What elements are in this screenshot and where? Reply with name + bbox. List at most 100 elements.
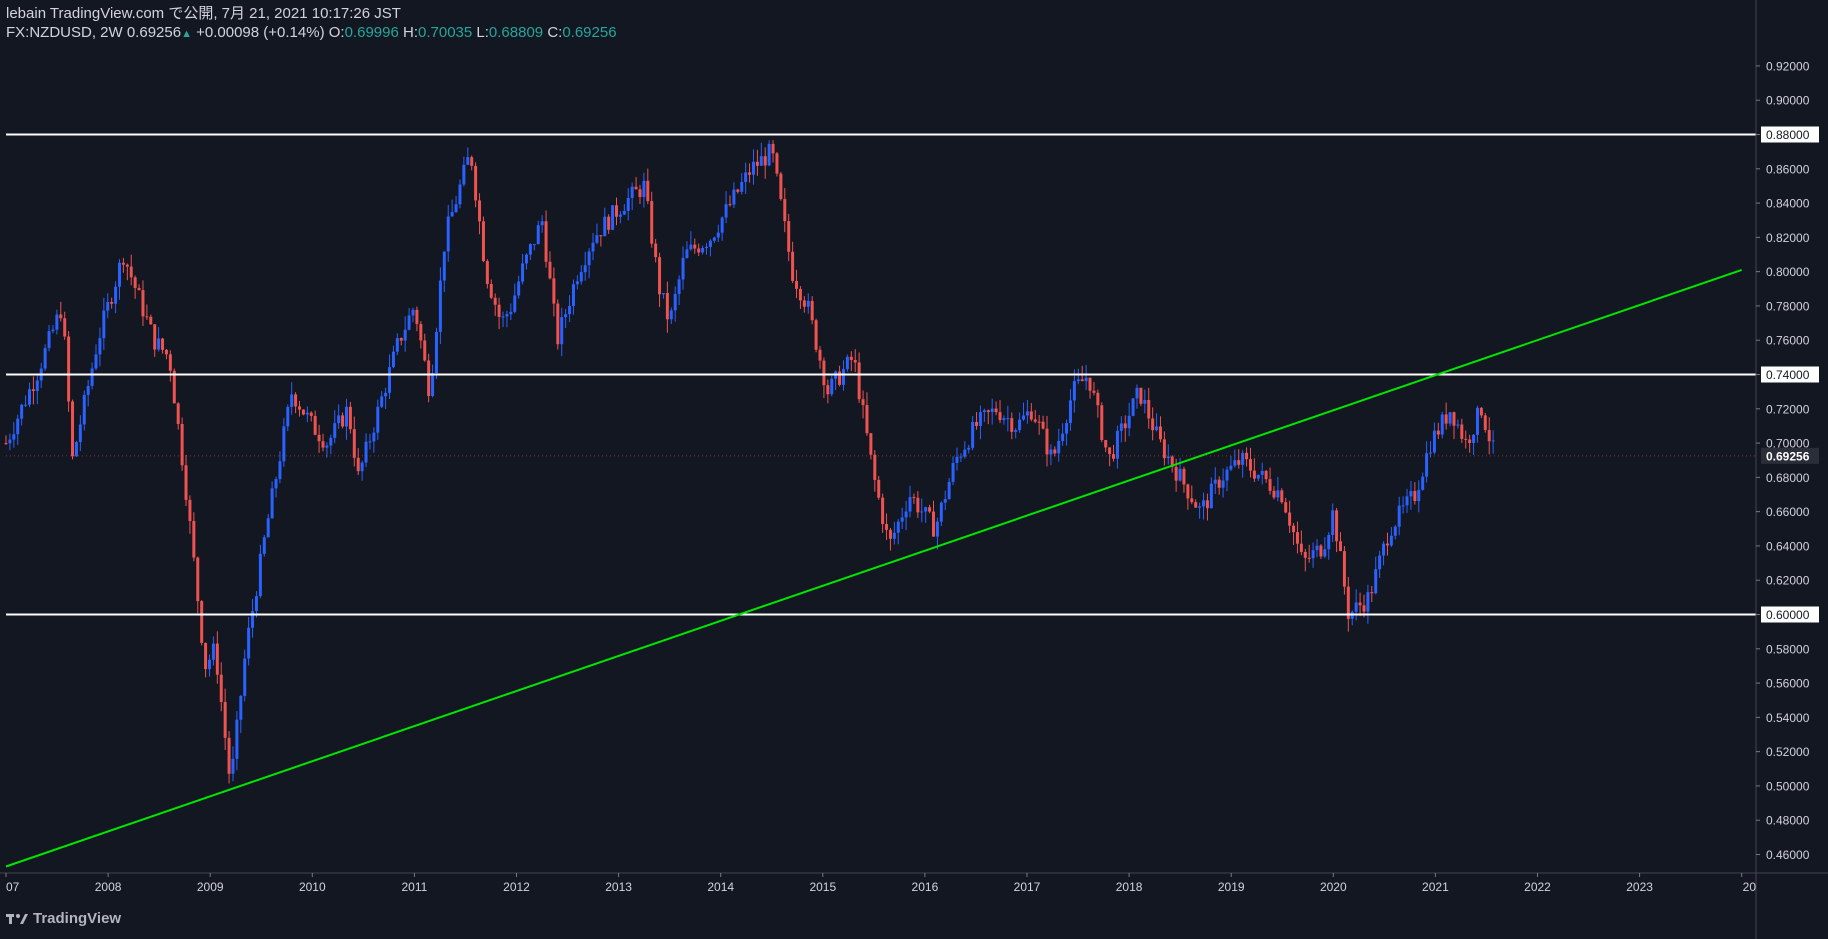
candle-body [434,331,438,374]
candle-body [1315,545,1319,551]
candle-body [931,511,935,537]
candle-body [732,189,736,205]
candle-body [552,278,556,304]
candle-body [892,532,896,539]
candle-body [1342,551,1346,587]
candle-body [838,371,842,385]
candle-body [1139,387,1143,404]
x-tick-label: 2021 [1422,880,1449,894]
candle-body [908,497,912,512]
candle-body [1202,500,1206,507]
candle-body [184,465,188,500]
candle-body [1241,452,1245,465]
candle-body [724,204,728,218]
candle-body [71,401,75,457]
candle-body [1440,414,1444,435]
candle-body [399,338,403,341]
candle-body [1483,415,1487,430]
candle-body [994,408,998,413]
candle-body [1233,460,1237,466]
candle-body [1045,428,1049,455]
candle-body [1190,498,1194,503]
candle-body [677,279,681,295]
candle-body [873,454,877,480]
candle-body [509,311,513,315]
candle-body [795,280,799,289]
candle-body [211,643,215,660]
level-tag [1761,126,1819,143]
y-tick-label: 0.52000 [1766,745,1810,759]
candle-body [110,302,114,304]
candle-body [1405,496,1409,506]
candle-body [403,329,407,341]
candle-body [548,261,552,279]
tradingview-logo-icon [6,913,28,924]
candle-body [1123,423,1127,429]
candle-body [1393,526,1397,536]
x-tick-label: 2018 [1116,880,1143,894]
candle-body [1468,439,1472,443]
candle-body [153,324,157,350]
candle-body [489,283,493,298]
open-value: 0.69996 [344,24,399,41]
candle-body [1295,532,1299,544]
candle-body [481,221,485,262]
x-tick-label: 2015 [809,880,836,894]
candle-body [849,356,853,360]
candle-body [145,316,149,318]
candle-body [697,248,701,253]
candle-body [1284,502,1288,513]
candle-body [1448,412,1452,424]
candle-body [419,323,423,341]
last-price: 0.69256 [126,24,182,41]
candle-body [947,481,951,500]
candle-body [31,389,35,391]
candle-body [1174,466,1178,481]
candle-body [505,314,509,317]
candle-body [74,442,78,457]
candle-body [1464,438,1468,440]
x-tick-label: 2008 [95,880,122,894]
candle-body [121,262,125,265]
candle-body [1084,377,1088,382]
candle-body [47,331,51,349]
candle-body [266,518,270,538]
candle-body [1417,489,1421,502]
candle-body [395,338,399,352]
candle-body [830,378,834,395]
candle-body [869,433,873,455]
candle-body [1170,456,1174,467]
candle-body [270,488,274,519]
candle-body [716,232,720,238]
candle-body [712,237,716,241]
candle-body [1229,465,1233,470]
candle-body [321,441,325,448]
price-axis: 0.46000 0.48000 0.50000 0.52000 0.54000 0.560… [6,59,1819,862]
candle-body [478,200,482,222]
candle-body [1366,592,1370,612]
candle-body [990,408,994,412]
candle-body [1292,525,1296,533]
candle-body [728,204,732,206]
y-tick-label: 0.66000 [1766,505,1810,519]
candle-body [258,553,262,597]
candle-body [1479,407,1483,416]
open-label: O: [328,24,345,41]
candle-body [603,216,607,237]
candle-body [904,511,908,518]
candle-body [673,294,677,311]
candle-body [689,244,693,250]
candle-body [1299,543,1303,552]
candle-body [368,441,372,443]
candle-body [607,216,611,230]
candle-body [1456,424,1460,426]
candle-body [556,303,560,345]
candle-body [243,658,247,696]
candle-body [810,300,814,321]
candle-body [278,461,282,480]
candle-body [1425,453,1429,477]
candle-body [1049,449,1053,455]
candle-body [517,281,521,296]
candle-body [348,406,352,430]
